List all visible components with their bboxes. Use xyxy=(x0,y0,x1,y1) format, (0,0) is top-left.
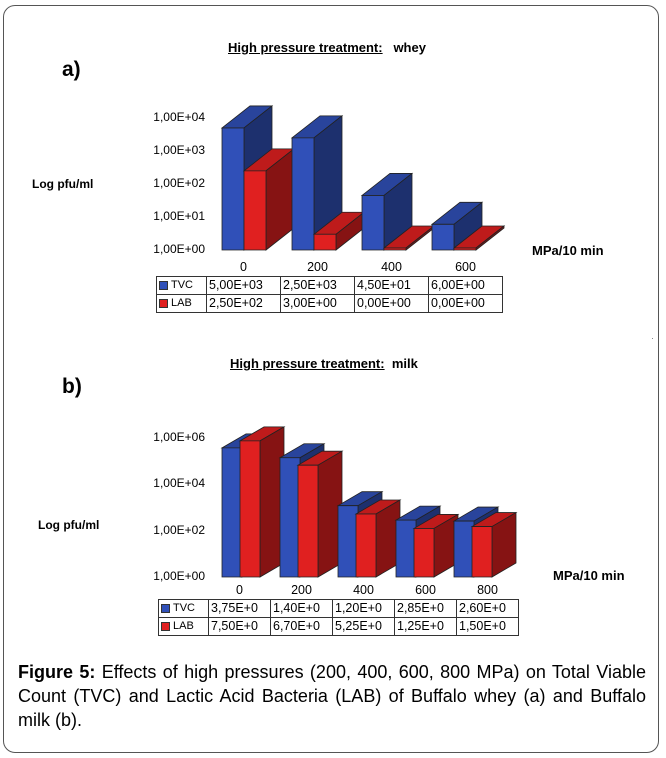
category-label: 600 xyxy=(415,583,436,597)
table-cell: 1,50E+0 xyxy=(456,617,519,636)
table-header-row-b: 0 200 400 600 800 xyxy=(159,582,519,600)
x-axis-label-a: MPa/10 min xyxy=(532,243,604,258)
legend-swatch-lab xyxy=(161,621,170,631)
table-cell: 3,00E+00 xyxy=(280,294,355,313)
y-tick-label: 1,00E+06 xyxy=(153,430,205,444)
data-table-a: 0 200 400 600 TVC 5,00E+03 2,50E+03 4,50… xyxy=(156,259,503,313)
table-cell: 1,20E+0 xyxy=(332,599,395,618)
bar-lab xyxy=(355,513,377,578)
bar-lab xyxy=(383,247,407,251)
chart-title-a-rest: whey xyxy=(393,40,426,55)
table-cell: 1,25E+0 xyxy=(394,617,457,636)
table-corner xyxy=(159,582,209,600)
y-tick-label: 1,00E+00 xyxy=(153,569,205,583)
chart-title-b: High pressure treatment: milk xyxy=(230,356,418,371)
table-cell: 6,00E+00 xyxy=(428,276,503,295)
bar-tvc xyxy=(453,520,475,578)
table-cell: 3,75E+0 xyxy=(208,599,271,618)
data-table-b: 0 200 400 600 800 TVC 3,75E+0 1,40E+0 1,… xyxy=(158,582,519,636)
x-axis-label-b: MPa/10 min xyxy=(553,568,625,583)
y-tick-label: 1,00E+00 xyxy=(153,242,205,256)
table-cell: 0,00E+00 xyxy=(354,294,429,313)
bar-tvc xyxy=(337,505,359,578)
legend-entry-lab: LAB xyxy=(156,294,207,313)
bar-lab xyxy=(413,528,435,578)
panel-label-b: b) xyxy=(62,375,82,398)
legend-swatch-tvc xyxy=(161,603,170,613)
bar-lab xyxy=(453,247,477,251)
legend-swatch-lab xyxy=(159,298,168,308)
y-tick-label: 1,00E+02 xyxy=(153,522,205,537)
legend-entry-lab: LAB xyxy=(158,617,209,636)
caption-label: Figure 5: xyxy=(18,662,96,682)
chart-title-a: High pressure treatment: whey xyxy=(228,40,426,55)
bar-chart-b xyxy=(220,426,518,578)
chart-title-b-rest: milk xyxy=(391,356,418,371)
y-axis-label-a: Log pfu/ml xyxy=(32,177,94,191)
bar-lab xyxy=(297,464,319,578)
category-label: 200 xyxy=(307,260,328,274)
y-tick-label: 1,00E+04 xyxy=(153,476,205,491)
category-label: 400 xyxy=(381,260,402,274)
y-tick-label: 1,00E+04 xyxy=(153,110,205,124)
stray-mark xyxy=(652,338,653,339)
table-row-tvc-a: TVC 5,00E+03 2,50E+03 4,50E+01 6,00E+00 xyxy=(156,276,503,295)
table-cell: 6,70E+0 xyxy=(270,617,333,636)
category-label: 600 xyxy=(455,260,476,274)
table-cell: 2,50E+02 xyxy=(206,294,281,313)
bar-chart-a xyxy=(220,105,506,251)
table-cell: 7,50E+0 xyxy=(208,617,271,636)
y-tick-label: 1,00E+01 xyxy=(153,209,205,223)
category-label: 0 xyxy=(236,583,243,597)
chart-title-a-underlined: High pressure treatment: xyxy=(228,40,383,55)
category-label: 800 xyxy=(477,583,498,597)
category-label: 200 xyxy=(291,583,312,597)
chart-title-b-underlined: High pressure treatment: xyxy=(230,356,385,371)
series-name: TVC xyxy=(171,279,193,291)
series-name: LAB xyxy=(173,620,194,632)
table-row-tvc-b: TVC 3,75E+0 1,40E+0 1,20E+0 2,85E+0 2,60… xyxy=(158,599,519,618)
bar-lab xyxy=(471,526,493,578)
y-axis-label-b: Log pfu/ml xyxy=(38,518,100,532)
table-cell: 2,85E+0 xyxy=(394,599,457,618)
legend-swatch-tvc xyxy=(159,280,168,290)
category-label: 0 xyxy=(240,260,247,274)
table-cell: 1,40E+0 xyxy=(270,599,333,618)
table-row-lab-a: LAB 2,50E+02 3,00E+00 0,00E+00 0,00E+00 xyxy=(156,294,503,313)
bar-tvc xyxy=(221,447,243,578)
category-label: 400 xyxy=(353,583,374,597)
y-tick-label: 1,00E+03 xyxy=(153,143,205,157)
bar-lab xyxy=(243,170,267,251)
table-cell: 0,00E+00 xyxy=(428,294,503,313)
legend-entry-tvc: TVC xyxy=(158,599,209,618)
caption-text: Effects of high pressures (200, 400, 600… xyxy=(18,662,646,730)
series-name: LAB xyxy=(171,297,192,309)
bar-tvc xyxy=(279,457,301,578)
y-tick-label: 1,00E+02 xyxy=(153,176,205,190)
table-cell: 5,25E+0 xyxy=(332,617,395,636)
figure-caption: Figure 5: Effects of high pressures (200… xyxy=(18,660,646,732)
table-header-row-a: 0 200 400 600 xyxy=(157,259,503,277)
panel-label-a: a) xyxy=(62,58,81,81)
bar-lab xyxy=(239,440,261,578)
bar-lab xyxy=(313,233,337,251)
table-row-lab-b: LAB 7,50E+0 6,70E+0 5,25E+0 1,25E+0 1,50… xyxy=(158,617,519,636)
table-cell: 5,00E+03 xyxy=(206,276,281,295)
series-name: TVC xyxy=(173,602,195,614)
table-cell: 2,60E+0 xyxy=(456,599,519,618)
